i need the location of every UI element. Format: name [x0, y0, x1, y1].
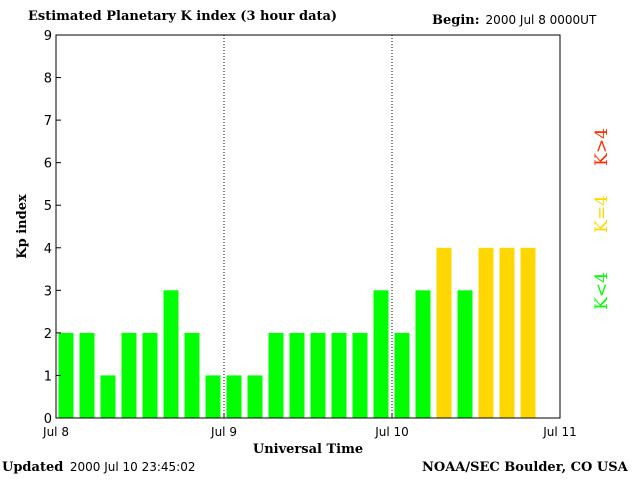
legend-entry: K<4 — [592, 272, 612, 310]
bar — [520, 247, 536, 418]
bar — [394, 332, 410, 418]
bar — [184, 332, 200, 418]
y-tick-label: 7 — [44, 114, 52, 129]
bar — [436, 247, 452, 418]
legend: K<4 K=4 K>4 — [592, 128, 612, 310]
bar — [58, 332, 74, 418]
bar — [352, 332, 368, 418]
bar — [499, 247, 515, 418]
bar — [100, 375, 116, 418]
y-tick-label: 5 — [44, 199, 52, 214]
y-tick-label: 1 — [44, 369, 52, 384]
bar — [373, 290, 389, 418]
x-tick-label: Jul 10 — [374, 425, 409, 439]
y-tick-label: 4 — [44, 242, 52, 257]
legend-entry: K=4 — [592, 195, 612, 233]
bar — [163, 290, 179, 418]
day-separators — [223, 35, 393, 418]
bar — [457, 290, 473, 418]
x-axis-label: Universal Time — [253, 442, 363, 457]
y-tick-label: 8 — [44, 72, 52, 87]
bar — [268, 332, 284, 418]
bar — [205, 375, 221, 418]
bar — [79, 332, 95, 418]
updated-info: Updated 2000 Jul 10 23:45:02 — [2, 460, 195, 475]
begin-info: Begin: 2000 Jul 8 0000UT — [432, 13, 596, 28]
bar — [331, 332, 347, 418]
y-tick-label: 9 — [44, 29, 52, 44]
y-tick-label: 0 — [44, 412, 52, 427]
chart-title: Estimated Planetary K index (3 hour data… — [28, 9, 338, 24]
bar — [121, 332, 137, 418]
begin-label: Begin: — [432, 13, 480, 28]
x-tick-label: Jul 9 — [210, 425, 237, 439]
bar — [289, 332, 305, 418]
updated-label: Updated — [2, 460, 64, 475]
bars-layer — [58, 247, 536, 418]
y-axis-label: Kp index — [15, 194, 30, 259]
bar — [247, 375, 263, 418]
x-tick-label: Jul 11 — [542, 425, 577, 439]
x-tick-label: Jul 8 — [42, 425, 69, 439]
bar — [310, 332, 326, 418]
plot-frame — [55, 34, 561, 419]
bar — [226, 375, 242, 418]
bar — [142, 332, 158, 418]
credit: NOAA/SEC Boulder, CO USA — [422, 460, 628, 475]
y-tick-label: 6 — [44, 157, 52, 172]
bar — [415, 290, 431, 418]
legend-entry: K>4 — [592, 128, 612, 166]
x-axis: Jul 8 Jul 9 Jul 10 Jul 11 — [42, 413, 577, 439]
updated-value: 2000 Jul 10 23:45:02 — [69, 460, 196, 474]
y-tick-label: 2 — [44, 327, 52, 342]
y-tick-label: 3 — [44, 284, 52, 299]
bar — [478, 247, 494, 418]
y-axis: 0 1 2 3 4 5 6 7 8 9 — [44, 29, 61, 427]
begin-value: 2000 Jul 8 0000UT — [485, 13, 597, 27]
